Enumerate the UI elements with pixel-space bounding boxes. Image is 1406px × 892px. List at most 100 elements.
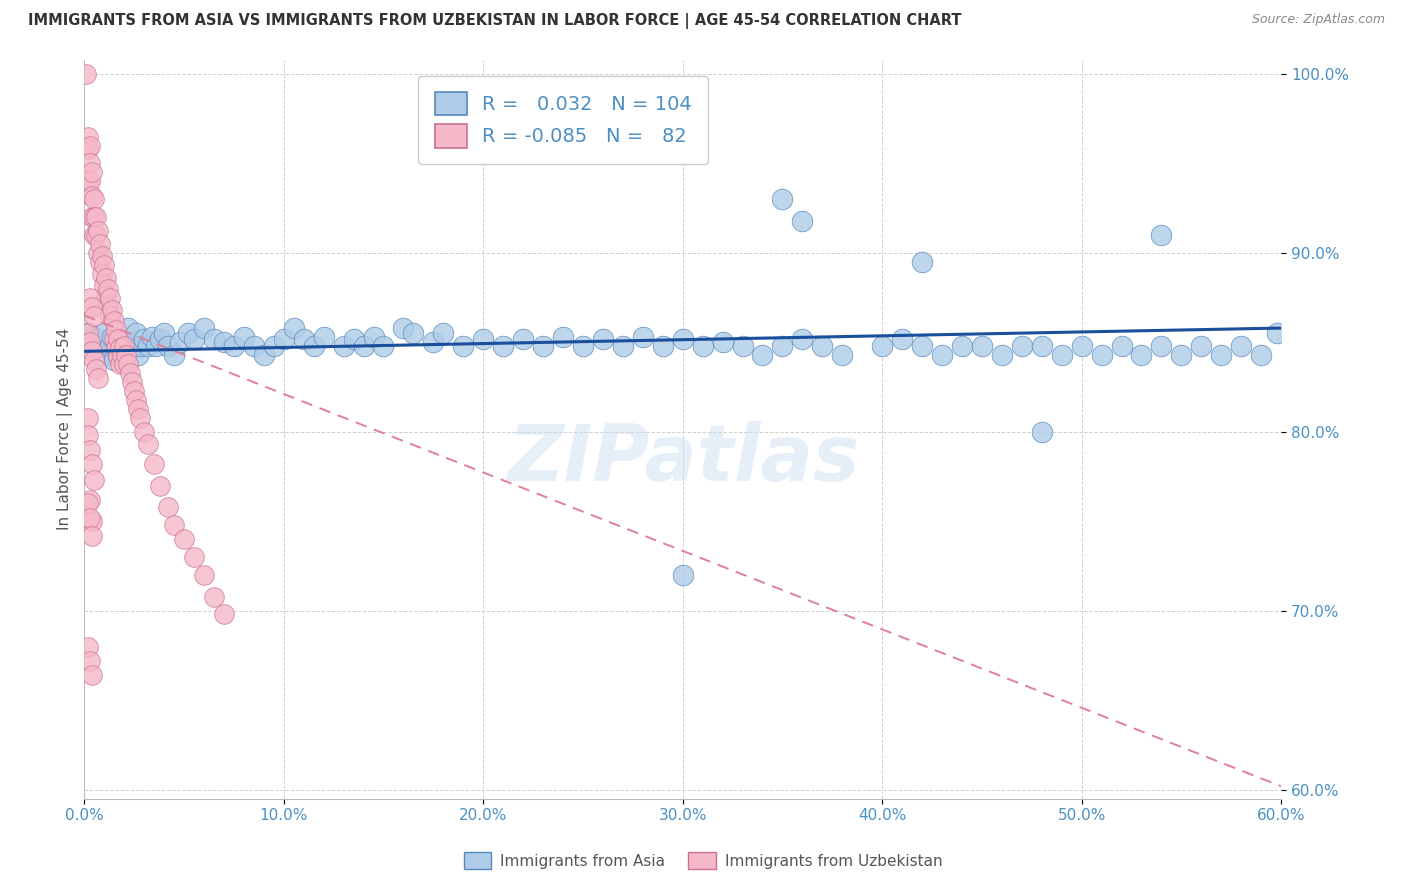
Point <box>202 332 225 346</box>
Point <box>121 335 143 350</box>
Point <box>472 332 495 346</box>
Point <box>1211 348 1233 362</box>
Point <box>117 357 139 371</box>
Point <box>79 174 101 188</box>
Point <box>911 339 934 353</box>
Point <box>950 339 973 353</box>
Point <box>105 341 128 355</box>
Point <box>222 339 245 353</box>
Point <box>120 366 142 380</box>
Point <box>592 332 614 346</box>
Point <box>79 291 101 305</box>
Point <box>157 500 180 514</box>
Point <box>83 309 105 323</box>
Point <box>98 339 121 353</box>
Point <box>731 339 754 353</box>
Point <box>432 326 454 341</box>
Point <box>163 517 186 532</box>
Point <box>991 348 1014 362</box>
Point <box>77 129 100 144</box>
Point <box>98 309 121 323</box>
Point <box>127 401 149 416</box>
Point <box>1230 339 1253 353</box>
Point <box>79 138 101 153</box>
Point <box>87 246 110 260</box>
Point <box>98 291 121 305</box>
Point <box>82 457 104 471</box>
Point <box>107 350 129 364</box>
Point <box>105 339 128 353</box>
Point <box>193 321 215 335</box>
Point <box>1250 348 1272 362</box>
Point <box>651 339 673 353</box>
Point <box>183 550 205 565</box>
Point <box>931 348 953 362</box>
Point <box>77 428 100 442</box>
Point <box>79 510 101 524</box>
Point <box>83 192 105 206</box>
Point <box>82 514 104 528</box>
Point <box>82 529 104 543</box>
Point <box>108 341 131 355</box>
Point <box>792 332 814 346</box>
Point <box>212 335 235 350</box>
Point <box>129 339 152 353</box>
Point <box>89 255 111 269</box>
Point <box>870 339 893 353</box>
Point <box>183 332 205 346</box>
Point <box>87 224 110 238</box>
Point <box>202 590 225 604</box>
Point <box>122 384 145 398</box>
Point <box>163 348 186 362</box>
Point <box>105 323 128 337</box>
Point <box>103 314 125 328</box>
Point <box>512 332 534 346</box>
Text: IMMIGRANTS FROM ASIA VS IMMIGRANTS FROM UZBEKISTAN IN LABOR FORCE | AGE 45-54 CO: IMMIGRANTS FROM ASIA VS IMMIGRANTS FROM … <box>28 13 962 29</box>
Point <box>79 156 101 170</box>
Point <box>141 330 163 344</box>
Point <box>83 353 105 368</box>
Point <box>149 332 172 346</box>
Point <box>402 326 425 341</box>
Point <box>91 339 114 353</box>
Y-axis label: In Labor Force | Age 45-54: In Labor Force | Age 45-54 <box>58 328 73 531</box>
Legend: Immigrants from Asia, Immigrants from Uzbekistan: Immigrants from Asia, Immigrants from Uz… <box>457 846 949 875</box>
Point <box>770 339 793 353</box>
Point <box>253 348 276 362</box>
Text: Source: ZipAtlas.com: Source: ZipAtlas.com <box>1251 13 1385 27</box>
Point <box>1090 348 1112 362</box>
Point <box>363 330 385 344</box>
Point <box>136 339 159 353</box>
Point <box>1031 425 1053 439</box>
Point <box>79 492 101 507</box>
Point <box>891 332 914 346</box>
Point <box>82 339 104 353</box>
Point <box>84 210 107 224</box>
Point <box>107 332 129 346</box>
Point <box>143 457 166 471</box>
Point <box>79 335 101 350</box>
Point <box>125 392 148 407</box>
Point <box>112 339 135 353</box>
Point <box>1111 339 1133 353</box>
Point <box>101 303 124 318</box>
Point <box>1170 348 1192 362</box>
Point <box>96 271 118 285</box>
Point <box>103 332 125 346</box>
Point <box>77 142 100 156</box>
Point <box>107 348 129 362</box>
Point <box>551 330 574 344</box>
Point <box>103 353 125 368</box>
Point <box>127 348 149 362</box>
Point <box>112 357 135 371</box>
Point <box>692 339 714 353</box>
Point <box>711 335 734 350</box>
Point <box>173 533 195 547</box>
Point <box>82 344 104 359</box>
Point <box>153 326 176 341</box>
Point <box>422 335 444 350</box>
Point <box>129 410 152 425</box>
Point <box>82 210 104 224</box>
Point <box>911 255 934 269</box>
Point <box>108 357 131 371</box>
